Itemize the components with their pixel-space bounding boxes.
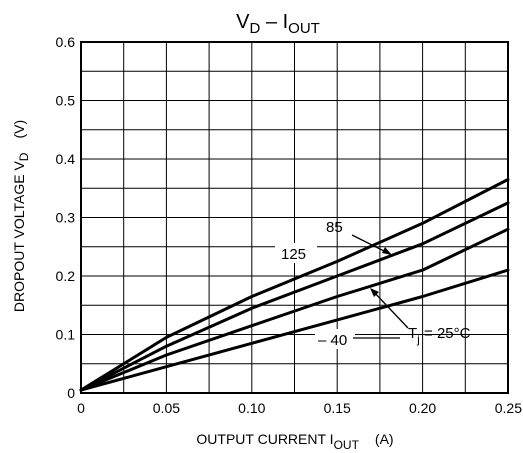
y-tick-label: 0.5 bbox=[56, 93, 76, 109]
label-125: 125 bbox=[281, 246, 306, 263]
y-tick-label: 0.3 bbox=[56, 210, 76, 226]
x-tick-label: 0.10 bbox=[238, 400, 265, 416]
y-tick-label: 0.2 bbox=[56, 268, 76, 284]
series-lines bbox=[79, 178, 510, 392]
pointer-tj-25 bbox=[371, 289, 409, 329]
x-tick-label: 0.05 bbox=[153, 400, 180, 416]
x-tick-label: 0.20 bbox=[409, 400, 436, 416]
label-85: 85 bbox=[326, 219, 343, 236]
y-tick-label: 0.1 bbox=[56, 327, 76, 343]
y-axis-label: DROPOUT VOLTAGE VD(V) bbox=[11, 120, 31, 312]
y-ticks: 0 0.1 0.2 0.3 0.4 0.5 0.6 bbox=[56, 34, 76, 401]
y-tick-label: 0.4 bbox=[56, 151, 76, 167]
x-tick-label: 0.25 bbox=[495, 400, 522, 416]
arrow-tj-25 bbox=[370, 288, 379, 297]
x-axis-label: OUTPUT CURRENT IOUT (A) bbox=[196, 431, 393, 452]
x-tick-label: 0.15 bbox=[324, 400, 351, 416]
series-line-125 bbox=[79, 178, 510, 392]
label-125-bg bbox=[275, 243, 317, 263]
x-ticks: 0 0.05 0.10 0.15 0.20 0.25 bbox=[77, 400, 522, 416]
series-line-25 bbox=[79, 227, 510, 392]
x-tick-label: 0 bbox=[77, 400, 85, 416]
label-minus40: – 40 bbox=[318, 332, 347, 349]
label-tj-25: Tj = 25°C bbox=[408, 325, 471, 346]
series-line-85 bbox=[79, 201, 510, 392]
series-annotations: 85 125 – 40 Tj = 25°C bbox=[275, 219, 471, 349]
series-line-–40 bbox=[79, 268, 510, 392]
label-m40-bg bbox=[315, 329, 355, 349]
y-tick-label: 0.6 bbox=[56, 34, 76, 50]
plot-frame bbox=[80, 41, 509, 394]
y-tick-label: 0 bbox=[67, 385, 75, 401]
arrow-85 bbox=[382, 247, 392, 255]
chart-title: VD – IOUT bbox=[236, 11, 320, 37]
grid bbox=[81, 42, 508, 393]
